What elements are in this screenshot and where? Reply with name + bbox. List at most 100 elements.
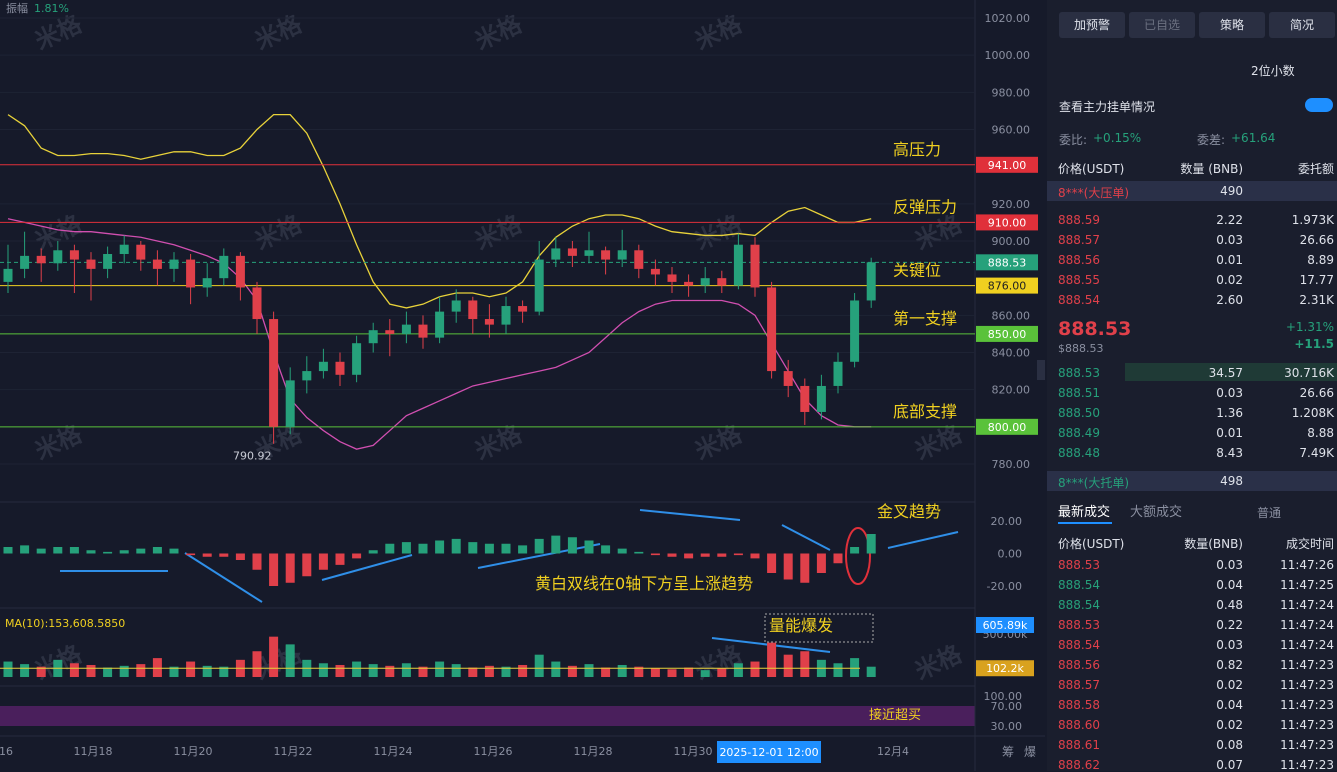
diff: +61.64 bbox=[1231, 131, 1276, 145]
macd-bar bbox=[219, 553, 229, 557]
toolbar-button[interactable]: 已自选 bbox=[1129, 12, 1195, 38]
volume-bar bbox=[418, 666, 428, 677]
volume-bar bbox=[86, 664, 96, 677]
candle-body bbox=[468, 300, 478, 320]
candle-body bbox=[650, 268, 660, 275]
toggle[interactable] bbox=[1305, 98, 1333, 112]
candle-body bbox=[816, 385, 826, 412]
volume-bar bbox=[219, 666, 229, 677]
toolbar-button[interactable]: 加预警 bbox=[1059, 12, 1125, 38]
candle-body bbox=[750, 244, 760, 288]
book-header: 数量 (BNB) bbox=[1180, 162, 1243, 176]
volume-bar bbox=[601, 667, 611, 677]
decimals[interactable]: 2位小数 bbox=[1251, 64, 1295, 78]
candle-body bbox=[69, 250, 79, 260]
macd-bar bbox=[169, 548, 179, 554]
macd-bar bbox=[783, 553, 793, 580]
ask-row: 0.02 bbox=[1216, 273, 1243, 287]
volume-bar bbox=[385, 665, 395, 677]
candle-body bbox=[601, 250, 611, 260]
volume-bar bbox=[534, 654, 544, 677]
macd-bar bbox=[767, 553, 777, 573]
tab[interactable]: 大额成交 bbox=[1130, 505, 1183, 520]
macd-bar bbox=[69, 547, 79, 554]
macd-bar bbox=[584, 540, 594, 554]
trade-price: 888.60 bbox=[1058, 718, 1100, 732]
trade-time: 11:47:25 bbox=[1280, 578, 1334, 592]
level-note: 第一支撑 bbox=[893, 309, 957, 328]
trade-price: 888.54 bbox=[1058, 638, 1100, 652]
x-tick-label: 11月20 bbox=[174, 745, 213, 758]
toolbar-button[interactable]: 简况 bbox=[1269, 12, 1335, 38]
trade-time: 11:47:23 bbox=[1280, 658, 1334, 672]
level-label: 910.00 bbox=[988, 216, 1027, 229]
macd-bar bbox=[53, 547, 63, 554]
volume-bar bbox=[285, 644, 295, 677]
volume-bar bbox=[202, 665, 212, 677]
macd-bar bbox=[816, 553, 826, 573]
candle-body bbox=[302, 371, 312, 381]
macd-bar bbox=[136, 548, 146, 554]
candle-body bbox=[435, 311, 445, 338]
y-tick-label: 860.00 bbox=[992, 309, 1031, 322]
collapse-handle[interactable] bbox=[1037, 360, 1045, 380]
trade-time: 11:47:23 bbox=[1280, 758, 1334, 772]
candle-body bbox=[36, 255, 46, 264]
volume-bar bbox=[252, 651, 262, 677]
candle-body bbox=[318, 361, 328, 372]
macd-bar bbox=[152, 547, 162, 554]
diff-label: 委差: bbox=[1197, 133, 1226, 147]
macd-bar bbox=[567, 537, 577, 554]
volume-bar bbox=[501, 666, 511, 677]
macd-bar bbox=[451, 538, 461, 554]
volume-bar bbox=[866, 666, 876, 677]
volume-bar bbox=[617, 664, 627, 677]
bid-row: 0.03 bbox=[1216, 386, 1243, 400]
macd-bar bbox=[750, 553, 760, 559]
trade-time: 11:47:23 bbox=[1280, 738, 1334, 752]
amplitude: 1.81% bbox=[34, 2, 69, 15]
trade-price: 888.54 bbox=[1058, 578, 1100, 592]
ask-row: 0.01 bbox=[1216, 253, 1243, 267]
ratio: +0.15% bbox=[1093, 131, 1142, 145]
trade-time: 11:47:24 bbox=[1280, 618, 1334, 632]
big-order bbox=[1047, 471, 1337, 491]
candle-body bbox=[518, 306, 528, 312]
x-tick-label: 11月18 bbox=[74, 745, 113, 758]
bb-lower bbox=[7, 218, 872, 450]
macd-bar bbox=[717, 553, 727, 557]
trade-time: 11:47:23 bbox=[1280, 698, 1334, 712]
volume-bar bbox=[152, 658, 162, 677]
trade-time: 11:47:26 bbox=[1280, 558, 1334, 572]
volume-bar bbox=[401, 663, 411, 677]
macd-bar bbox=[36, 548, 46, 554]
macd-bar bbox=[318, 553, 328, 570]
candle-body bbox=[103, 254, 113, 269]
trade-time: 11:47:23 bbox=[1280, 678, 1334, 692]
trade-price: 888.57 bbox=[1058, 678, 1100, 692]
tab[interactable]: 最新成交 bbox=[1058, 505, 1111, 520]
x-tick-label: 11月24 bbox=[374, 745, 413, 758]
volume-bar bbox=[767, 642, 777, 677]
level-tag bbox=[976, 277, 1038, 294]
volume-bar bbox=[733, 663, 743, 677]
depth-link[interactable]: 查看主力挂单情况 bbox=[1059, 100, 1156, 114]
chart-bg bbox=[0, 0, 1045, 771]
filter[interactable]: 普通 bbox=[1257, 506, 1282, 520]
volume-bar bbox=[551, 661, 561, 677]
candle-body bbox=[567, 248, 577, 256]
ask-row: 0.03 bbox=[1216, 233, 1243, 247]
candle-body bbox=[418, 324, 428, 338]
y-tick-label: 960.00 bbox=[992, 124, 1031, 137]
volume-bar bbox=[750, 661, 760, 677]
level-label: 876.00 bbox=[988, 280, 1027, 293]
volume-bar bbox=[186, 661, 196, 677]
level-note: 反弹压力 bbox=[893, 197, 957, 216]
volume-bar bbox=[103, 667, 113, 677]
macd-bar bbox=[119, 550, 129, 554]
volume-bar bbox=[335, 664, 345, 677]
bid-row: 888.51 bbox=[1058, 386, 1100, 400]
toolbar-button[interactable]: 策略 bbox=[1199, 12, 1265, 38]
candle-body bbox=[667, 274, 677, 282]
y-tick-label: 820.00 bbox=[992, 384, 1031, 397]
